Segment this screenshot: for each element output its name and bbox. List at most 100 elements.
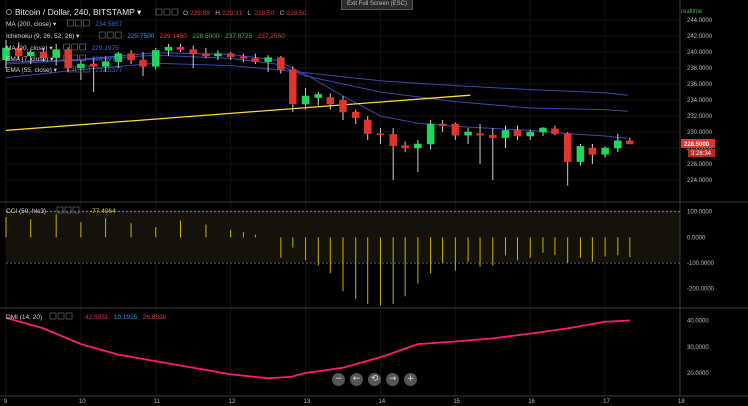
candle-down: [251, 58, 260, 62]
close-icon: [65, 312, 73, 320]
candle-down: [626, 140, 634, 145]
close-icon: [171, 8, 179, 16]
ohlc-label: L: [247, 10, 251, 17]
candle-down: [277, 57, 285, 70]
settings-icon: [155, 8, 163, 16]
dmi-tick-label: 20.0000: [687, 371, 709, 377]
y-tick-label: 232.0000: [687, 114, 713, 120]
last-price-value: 228.5000: [684, 142, 710, 148]
legend: Bitcoin / Dollar, 240, BITSTAMP ▾ O 228.88…: [6, 7, 307, 321]
x-tick-label: 12: [229, 399, 236, 405]
settings-icon: [64, 206, 72, 214]
realtime-label: realtime: [681, 9, 703, 15]
candle-down: [14, 47, 23, 57]
indicator-value: 228.5972: [92, 56, 119, 63]
y-tick-label: 226.0000: [687, 162, 713, 168]
axes: 244.0000 242.0000 240.0000 238.0000 236.0000…: [4, 18, 715, 405]
ohlc-label: H: [215, 10, 220, 17]
indicator-value: 225.7500: [127, 33, 154, 40]
settings-icon: [74, 65, 82, 73]
candle-up: [52, 49, 60, 58]
y-tick-label: 230.0000: [687, 130, 713, 136]
countdown-value: 3:28:34: [691, 151, 712, 157]
x-tick-label: 9: [4, 399, 8, 405]
indicator-value: 229.1450: [160, 33, 187, 40]
cci-tick-label: 100.0000: [687, 210, 713, 216]
candle-up: [414, 143, 422, 149]
candle-down: [489, 134, 497, 138]
indicator-line: [5, 54, 628, 112]
candle-up: [301, 95, 310, 105]
scroll-left-button[interactable]: ←: [350, 373, 363, 386]
candle-down: [289, 69, 297, 105]
indicator-name: EMA (7, close) ▾: [6, 56, 54, 63]
last-price-badge: [681, 139, 715, 148]
indicator-name: EMA (55, close) ▾: [6, 67, 58, 74]
cci-tick-label: -200.0000: [687, 287, 715, 293]
candles: [2, 40, 634, 186]
x-tick-label: 18: [678, 399, 685, 405]
zoom-out-button[interactable]: −: [332, 373, 345, 386]
x-tick-label: 15: [453, 399, 460, 405]
candle-down: [89, 63, 98, 67]
candle-up: [164, 46, 173, 51]
candle-down: [39, 51, 48, 58]
settings-icon: [63, 54, 71, 62]
y-tick-label: 242.0000: [687, 34, 713, 40]
indicator-value: 232.5377: [95, 67, 122, 74]
candle-down: [64, 49, 72, 69]
countdown-badge: [688, 149, 715, 157]
indicator-name: MA (200, close) ▾: [6, 21, 57, 28]
y-tick-label: 234.0000: [687, 98, 713, 104]
settings-icon: [71, 54, 78, 62]
dmi-value: 42.5931: [85, 314, 109, 321]
candle-down: [588, 147, 597, 155]
y-tick-label: 244.0000: [687, 18, 713, 24]
zoom-in-button[interactable]: +: [404, 373, 417, 386]
exit-fullscreen-button[interactable]: Exit Full Screen (ESC): [341, 0, 413, 10]
candle-up: [614, 140, 622, 149]
candle-down: [176, 46, 185, 50]
candle-up: [539, 127, 547, 133]
y-tick-label: 240.0000: [687, 50, 713, 56]
settings-icon: [63, 43, 71, 51]
indicator-value: 237.8725: [225, 33, 252, 40]
candle-up: [526, 131, 534, 137]
settings-icon: [106, 31, 114, 39]
symbol-title: Bitcoin / Dollar, 240, BITSTAMP ▾: [15, 7, 142, 17]
cci-tick-label: 0.0000: [687, 235, 706, 241]
settings-icon: [71, 43, 78, 51]
candle-up: [601, 147, 609, 155]
close-icon: [82, 19, 90, 27]
candle-up: [314, 94, 323, 98]
close-icon: [82, 65, 90, 73]
indicator-name: MA (20, close) ▾: [6, 45, 53, 52]
ohlc-value: 228.88: [190, 10, 210, 17]
settings-icon: [98, 31, 106, 39]
cci-value: -77.4064: [90, 208, 116, 215]
close-icon: [79, 54, 86, 62]
indicator-line: [5, 62, 628, 96]
candle-down: [339, 99, 347, 113]
ohlc-value: 228.50: [254, 10, 274, 17]
cci-bars: [5, 214, 631, 306]
settings-icon: [56, 206, 64, 214]
candle-down: [202, 53, 210, 57]
settings-icon: [163, 8, 171, 16]
ohlc-value: 229.31: [222, 10, 242, 17]
settings-icon: [74, 19, 82, 27]
scroll-right-button[interactable]: →: [386, 373, 399, 386]
reset-button[interactable]: ⟲: [368, 373, 381, 386]
x-tick-label: 16: [528, 399, 535, 405]
candle-up: [114, 53, 123, 62]
dmi-value: 10.1925: [114, 314, 138, 321]
candle-up: [501, 130, 510, 138]
candle-up: [2, 47, 10, 61]
candle-down: [351, 111, 360, 118]
candle-up: [264, 57, 272, 62]
indicator-value: 229.1975: [92, 45, 119, 52]
x-tick-label: 14: [378, 399, 385, 405]
x-tick-label: 10: [79, 399, 86, 405]
